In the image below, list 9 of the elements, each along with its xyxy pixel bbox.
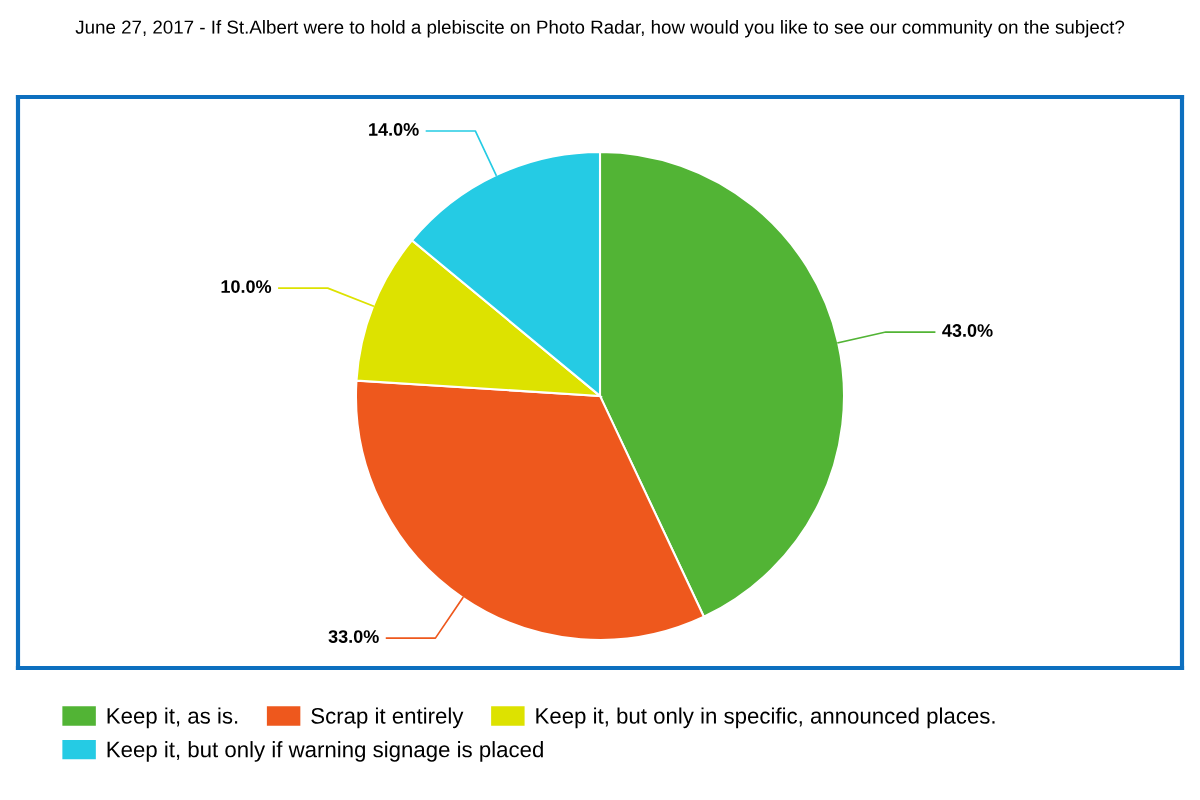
data-label: 10.0% — [221, 280, 272, 293]
data-label: 14.0% — [369, 123, 419, 136]
legend-label: Keep it, as is. — [107, 707, 238, 729]
data-label: 33.0% — [328, 630, 379, 643]
legend-label: Scrap it entirely — [311, 707, 464, 729]
data-label: 43.0% — [942, 324, 993, 337]
chart-title: June 27, 2017 - If St.Albert were to hold a plebiscite on Photo Radar, how would you like to see our community on the subject? — [75, 20, 1125, 38]
legend-label: Keep it, but only in specific, announced places. — [536, 707, 995, 729]
legend-label: Keep it, but only if warning signage is placed — [107, 741, 543, 762]
